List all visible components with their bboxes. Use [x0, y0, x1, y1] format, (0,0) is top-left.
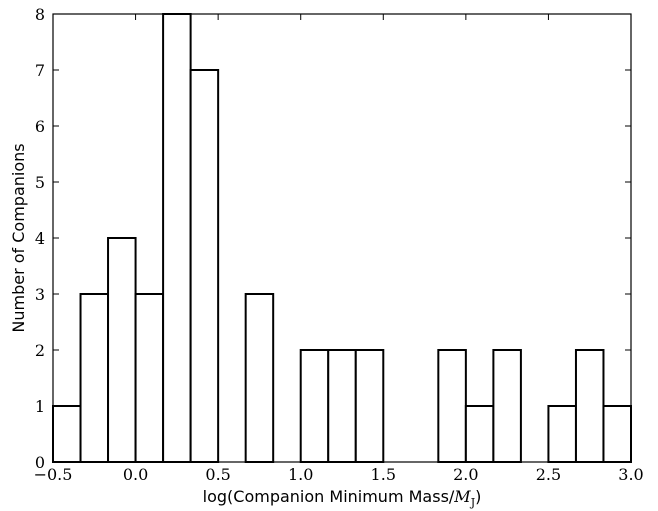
histogram-bar-5: [189, 69, 220, 463]
x-tick-label-0: −0.5: [34, 465, 73, 484]
histogram-bar-0: [52, 405, 82, 463]
axis-ticks: [52, 13, 632, 463]
x-axis-label-main: log(Companion Minimum Mass/: [203, 487, 455, 506]
x-tick-label-3: 1.0: [288, 465, 313, 484]
x-tick-label-5: 2.0: [453, 465, 478, 484]
x-tick-labels: −0.5 0.0 0.5 1.0 1.5 2.0 2.5 3.0: [34, 465, 644, 484]
histogram-bar-7: [299, 349, 330, 463]
histogram-bar-15: [602, 405, 633, 463]
histogram-bar-8: [327, 349, 357, 463]
histogram-bar-3: [134, 293, 165, 463]
y-axis-label: Number of Companions: [9, 143, 28, 332]
x-tick-label-7: 3.0: [618, 465, 643, 484]
y-tick-labels: 0 1 2 3 4 5 6 7 8: [35, 5, 45, 472]
y-tick-label-7: 7: [35, 61, 45, 80]
x-tick-label-2: 0.5: [205, 465, 230, 484]
y-tick-label-1: 1: [35, 397, 45, 416]
x-axis-label-subscript: J: [470, 496, 475, 509]
histogram-bar-14: [574, 349, 605, 463]
histogram-bars: [52, 13, 633, 463]
x-axis-label-symbol: M: [453, 487, 471, 506]
x-tick-label-4: 1.5: [371, 465, 396, 484]
x-axis-label: log(Companion Minimum Mass/MJ): [203, 487, 482, 509]
y-tick-label-8: 8: [35, 5, 45, 24]
histogram-bar-1: [79, 293, 110, 463]
histogram-bar-12: [492, 349, 522, 463]
histogram-bar-4: [162, 13, 192, 463]
y-tick-label-5: 5: [35, 173, 45, 192]
y-tick-label-2: 2: [35, 341, 45, 360]
y-tick-label-4: 4: [35, 229, 45, 248]
histogram-bar-10: [437, 349, 467, 463]
histogram-bar-13: [547, 405, 577, 463]
histogram-bar-11: [464, 405, 495, 463]
histogram-bar-2: [107, 237, 137, 463]
histogram-bar-6: [244, 293, 275, 463]
y-tick-label-3: 3: [35, 285, 45, 304]
y-tick-label-0: 0: [35, 453, 45, 472]
x-tick-label-1: 0.0: [123, 465, 148, 484]
x-axis-label-end: ): [475, 487, 481, 506]
histogram-bar-9: [354, 349, 385, 463]
y-tick-label-6: 6: [35, 117, 45, 136]
x-tick-label-6: 2.5: [536, 465, 561, 484]
